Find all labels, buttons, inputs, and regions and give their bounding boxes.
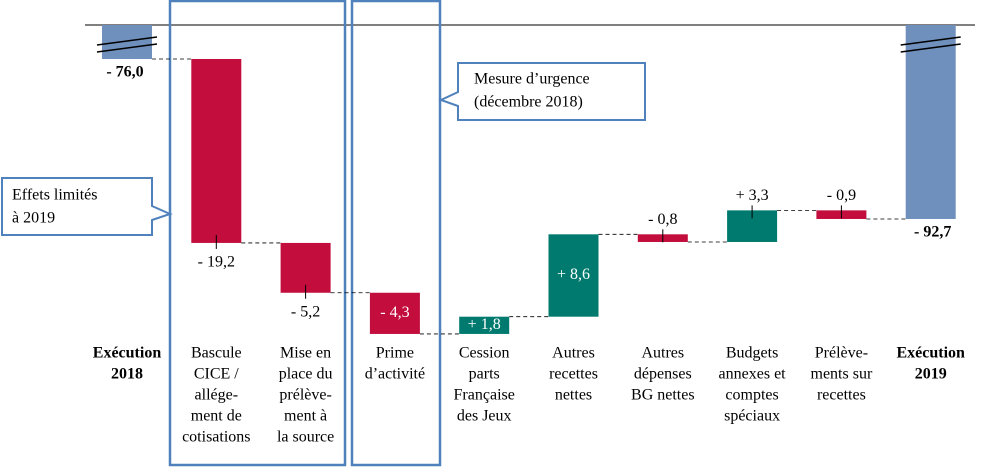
bar [459,316,510,334]
value-label: - 0,8 [648,211,677,228]
x-tick-label: dépenses [634,366,692,383]
highlight-box [168,0,347,467]
value-label: - 19,2 [198,254,235,271]
break-mark [900,36,961,46]
x-tick-label: ment à [284,408,327,425]
break-mark [900,43,961,53]
x-tick-label: des Jeux [457,408,512,425]
x-tick-label: recettes [817,387,866,404]
x-tick-label: Française [454,387,515,404]
x-tick-label: prélève- [279,387,331,404]
break-mark [96,43,158,53]
x-tick-label: ments sur [811,366,873,383]
x-tick-label: Mise en [280,345,331,362]
callout-text: à 2019 [12,210,55,227]
bar [548,234,599,317]
callout-text: Mesure d’urgence [474,71,590,88]
bar [191,59,242,243]
x-tick-label: allége- [195,387,239,404]
x-tick-label: Exécution [93,345,162,362]
x-tick-label: Prélève- [815,345,868,362]
bar [369,292,420,334]
value-label: - 92,7 [914,224,951,241]
x-tick-label: la source [277,429,334,446]
x-tick-label: annexes et [719,366,787,383]
x-tick-label: Exécution [896,345,965,362]
value-label: - 5,2 [291,303,320,320]
x-tick-label: 2018 [111,366,143,383]
callout [438,62,646,121]
value-label: - 4,3 [380,304,409,321]
x-tick-label: Bascule [191,345,242,362]
callout-text: (décembre 2018) [474,94,583,111]
x-tick-label: ment de [191,408,242,425]
x-tick-label: Autres [641,345,684,362]
value-label: + 1,8 [468,316,501,333]
break-mark [96,36,158,46]
x-tick-label: CICE / [194,366,239,383]
x-tick-label: Prime [376,345,414,362]
x-tick-label: Budgets [726,345,778,362]
callout [1,177,173,236]
value-label: + 3,3 [736,187,769,204]
x-tick-label: Cession [459,345,510,362]
x-tick-label: cotisations [182,429,250,446]
callout-text: Effets limités [12,187,97,204]
bar [280,242,331,293]
value-label: - 0,9 [827,187,856,204]
x-tick-label: parts [469,366,500,383]
x-tick-label: Autres [552,345,595,362]
x-tick-label: 2019 [915,366,947,383]
value-label: - 76,0 [106,64,143,81]
x-tick-label: BG nettes [631,387,695,404]
x-tick-label: d’activité [365,366,425,383]
x-tick-label: nettes [555,387,592,404]
x-tick-label: spéciaux [724,408,780,425]
bar [905,25,956,219]
bar [102,25,152,59]
highlight-box [350,0,442,467]
x-tick-label: comptes [725,387,778,404]
x-tick-label: place du [279,366,333,383]
x-tick-label: recettes [549,366,598,383]
value-label: + 8,6 [557,266,590,283]
